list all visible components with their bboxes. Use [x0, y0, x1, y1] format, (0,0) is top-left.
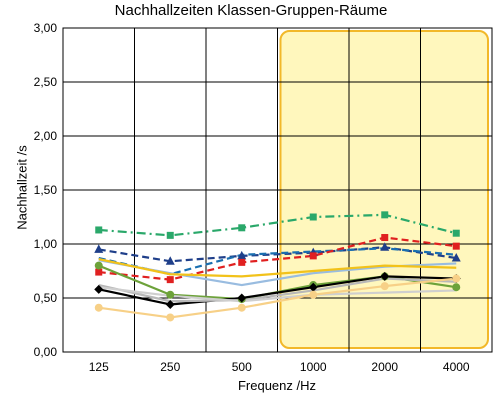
data-point-s1 — [166, 231, 174, 239]
data-point-s11 — [237, 303, 246, 312]
x-tick-label: 1000 — [300, 360, 327, 374]
data-point-s2 — [237, 250, 247, 260]
data-point-s4 — [309, 252, 317, 260]
data-point-s2 — [94, 244, 104, 253]
data-point-s4 — [238, 258, 246, 266]
data-point-s2 — [380, 242, 390, 251]
y-tick-label: 1,50 — [34, 183, 58, 197]
series-line-6 — [98, 258, 457, 278]
series-line-4 — [98, 236, 457, 281]
series-line-1 — [98, 213, 457, 237]
data-point-s11 — [309, 290, 318, 299]
y-tick-label: 3,00 — [34, 21, 58, 35]
y-tick-label: 2,50 — [34, 75, 58, 89]
data-point-s11 — [166, 313, 175, 322]
data-point-s1 — [452, 229, 460, 237]
data-point-s1 — [95, 226, 103, 234]
series-line-10 — [98, 286, 457, 303]
data-point-s1 — [238, 224, 246, 232]
y-tick-label: 2,00 — [34, 129, 58, 143]
series-line-8 — [98, 275, 457, 306]
x-tick-label: 4000 — [443, 360, 470, 374]
data-point-s4 — [452, 242, 460, 250]
data-point-s1 — [381, 211, 389, 219]
data-point-s8 — [237, 293, 247, 303]
data-point-s11 — [452, 274, 461, 283]
data-point-s4 — [166, 276, 174, 284]
data-point-s8 — [94, 284, 104, 294]
data-point-s1 — [309, 213, 317, 221]
plot-frame — [62, 27, 493, 353]
series-line-11 — [98, 277, 457, 319]
data-point-s7 — [94, 261, 103, 270]
data-point-s8 — [380, 271, 390, 281]
data-point-s2 — [451, 253, 461, 262]
data-point-s8 — [308, 282, 318, 292]
y-tick-label: 0,00 — [34, 345, 58, 359]
data-point-s11 — [94, 303, 103, 312]
data-point-s8 — [165, 299, 175, 309]
x-axis-title: Frequenz /Hz — [237, 378, 317, 393]
data-point-s4 — [381, 234, 389, 242]
x-tick-label: 250 — [160, 360, 180, 374]
series-line-9 — [98, 277, 457, 303]
x-tick-label: 500 — [232, 360, 252, 374]
y-tick-label: 0,50 — [34, 291, 58, 305]
x-tick-label: 125 — [89, 360, 109, 374]
chart-title: Nachhallzeiten Klassen-Gruppen-Räume — [114, 2, 388, 19]
x-tick-label: 2000 — [371, 360, 398, 374]
data-point-s4 — [95, 268, 103, 276]
data-point-s7 — [166, 290, 175, 299]
y-tick-label: 1,00 — [34, 237, 58, 251]
data-point-s2 — [165, 256, 175, 265]
data-point-s7 — [452, 283, 461, 292]
data-point-s11 — [380, 282, 389, 291]
